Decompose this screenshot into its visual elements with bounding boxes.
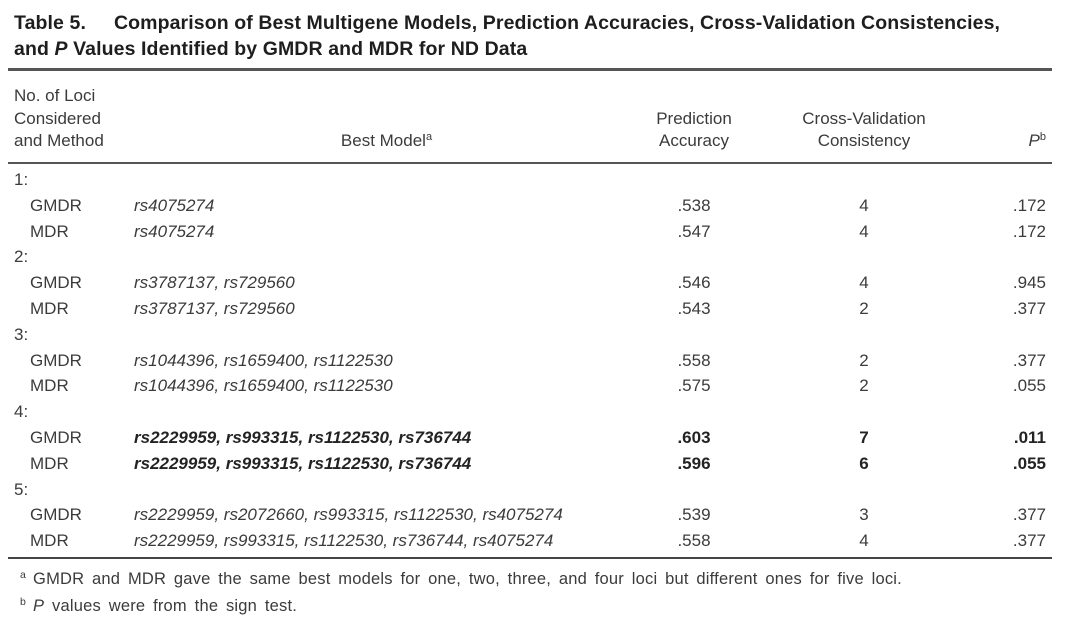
best-model-cell: rs2229959, rs993315, rs1122530, rs736744… [134,531,554,551]
table-row: GMDR rs4075274 .538 4 .172 [8,193,1052,219]
method-cell: GMDR [30,195,82,215]
table-title-text-line2-pre: and [14,38,55,60]
table-row: GMDR rs2229959, rs2072660, rs993315, rs1… [8,502,1052,528]
section-label: 2: [14,247,29,267]
footnote-b-text: values were from the sign test. [44,597,298,616]
prediction-accuracy-cell: .558 [677,350,711,370]
header-p-value: Pb [1028,131,1046,150]
cvc-cell: 2 [859,376,869,396]
table-title-line2: and P Values Identified by GMDR and MDR … [14,36,1052,62]
p-value-cell: .172 [1012,221,1046,241]
table-title: Table 5. Comparison of Best Multigene Mod… [14,10,1052,62]
cvc-cell: 7 [859,427,869,447]
title-divider-rule [8,68,1052,71]
table-row: MDR rs3787137, rs729560 .543 2 .377 [8,296,1052,322]
section-label-row: 4: [8,399,1052,425]
footnote-a-mark: a [20,568,27,581]
table-number: Table 5. [14,12,86,34]
section-label-row: 5: [8,477,1052,503]
prediction-accuracy-cell: .558 [677,531,711,551]
footnote-b-italic-p: P [33,597,45,616]
header-p-footnote-mark: b [1039,131,1046,143]
table-row-highlighted: GMDR rs2229959, rs993315, rs1122530, rs7… [8,425,1052,451]
prediction-accuracy-cell: .603 [677,427,711,447]
method-cell: GMDR [30,273,82,293]
section-label: 3: [14,324,29,344]
best-model-cell: rs4075274 [134,221,215,241]
best-model-cell: rs3787137, rs729560 [134,273,295,293]
section-label: 1: [14,170,29,189]
p-value-cell: .172 [1012,195,1046,215]
method-cell: GMDR [30,350,82,370]
p-value-cell: .055 [1012,453,1046,473]
method-cell: MDR [30,298,69,318]
method-cell: MDR [30,376,69,396]
header-prediction-accuracy: Prediction Accuracy [656,108,732,151]
table-header-row: No. of Loci Considered and Method Best M… [8,71,1052,162]
best-model-cell: rs2229959, rs993315, rs1122530, rs736744 [134,427,472,447]
cvc-cell: 2 [859,350,869,370]
method-cell: GMDR [30,505,82,525]
table-footnotes: a GMDR and MDR gave the same best models … [14,566,1052,621]
header-cross-validation-consistency: Cross-Validation Consistency [802,108,926,151]
table-row: MDR rs1044396, rs1659400, rs1122530 .575… [8,373,1052,399]
best-model-cell: rs4075274 [134,195,215,215]
method-cell: MDR [30,531,69,551]
section-label: 5: [14,479,29,499]
table-row: GMDR rs1044396, rs1659400, rs1122530 .55… [8,348,1052,374]
best-model-cell: rs2229959, rs2072660, rs993315, rs112253… [134,505,563,525]
cvc-cell: 4 [859,221,869,241]
best-model-cell: rs3787137, rs729560 [134,298,295,318]
section-label: 4: [14,402,29,422]
table-row: MDR rs4075274 .547 4 .172 [8,219,1052,245]
cvc-cell: 4 [859,195,869,215]
cvc-cell: 3 [859,505,869,525]
section-label-row: 2: [8,244,1052,270]
header-divider-rule [8,161,1052,164]
table-row: MDR rs2229959, rs993315, rs1122530, rs73… [8,528,1052,554]
footnote-b-mark: b [20,596,27,609]
table-row-highlighted: MDR rs2229959, rs993315, rs1122530, rs73… [8,451,1052,477]
best-model-cell: rs1044396, rs1659400, rs1122530 [134,350,393,370]
prediction-accuracy-cell: .575 [677,376,711,396]
header-best-model-footnote-mark: a [425,131,433,143]
prediction-accuracy-cell: .539 [677,505,711,525]
cvc-cell: 4 [859,531,869,551]
footnote-a: a GMDR and MDR gave the same best models … [14,566,1052,594]
table-title-text-line2-post: Values Identified by GMDR and MDR for ND… [67,38,528,60]
cvc-cell: 2 [859,298,869,318]
p-value-cell: .377 [1012,531,1046,551]
p-value-cell: .011 [1013,427,1046,447]
section-label-row: 3: [8,322,1052,348]
table-body: 1: GMDR rs4075274 .538 4 .172 MDR rs4075… [8,164,1052,557]
method-cell: MDR [30,221,69,241]
section-label-row: 1: [8,167,1052,193]
prediction-accuracy-cell: .543 [677,298,711,318]
table-bottom-rule [8,556,1052,559]
best-model-cell: rs1044396, rs1659400, rs1122530 [134,376,393,396]
prediction-accuracy-cell: .546 [677,273,711,293]
p-value-cell: .377 [1012,298,1046,318]
p-value-cell: .055 [1012,376,1046,396]
p-value-cell: .377 [1012,505,1046,525]
table-title-italic-p: P [54,38,68,60]
best-model-cell: rs2229959, rs993315, rs1122530, rs736744 [134,453,472,473]
header-no-of-loci: No. of Loci Considered and Method [14,86,104,150]
table-row: GMDR rs3787137, rs729560 .546 4 .945 [8,270,1052,296]
prediction-accuracy-cell: .547 [677,221,711,241]
cvc-cell: 4 [859,273,869,293]
p-value-cell: .945 [1012,273,1046,293]
cvc-cell: 6 [859,453,869,473]
prediction-accuracy-cell: .596 [677,453,711,473]
table-title-line1: Table 5. Comparison of Best Multigene Mod… [14,10,1052,36]
method-cell: MDR [30,453,69,473]
method-cell: GMDR [30,427,82,447]
paper-table-figure: Table 5. Comparison of Best Multigene Mod… [8,10,1052,615]
table-title-text-line1: Comparison of Best Multigene Models, Pre… [113,12,1001,34]
p-value-cell: .377 [1012,350,1046,370]
header-best-model: Best Modela [340,131,433,150]
prediction-accuracy-cell: .538 [677,195,711,215]
footnote-a-text: GMDR and MDR gave the same best models f… [33,569,902,588]
